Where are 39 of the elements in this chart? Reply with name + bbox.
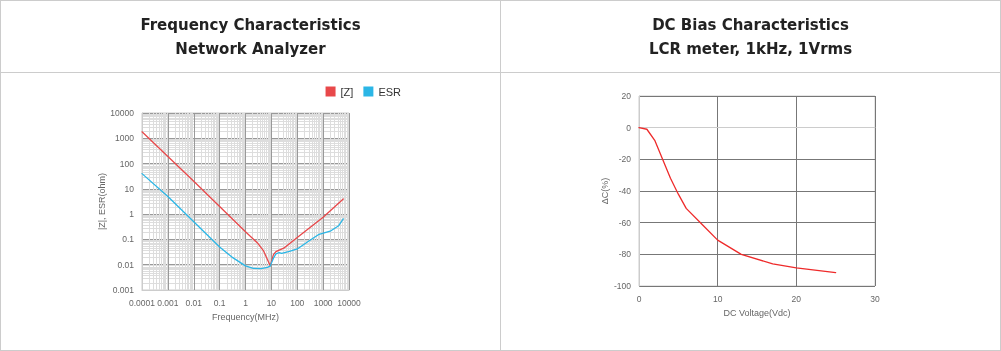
y-tick-label: -100 (613, 281, 632, 291)
y-tick-label: 10 (124, 183, 135, 194)
x-tick-label: 0 (636, 293, 642, 304)
x-tick-label: 1 (243, 297, 249, 308)
x-tick-label: 100 (290, 297, 305, 308)
line-series (638, 127, 837, 274)
x-axis-title: Frequency(MHz) (211, 311, 280, 322)
legend-label: [Z] (340, 85, 354, 98)
chart-title: Frequency Characteristics (140, 14, 361, 36)
x-tick-label: 10 (712, 293, 723, 304)
y-tick-label: 10000 (110, 108, 135, 118)
y-tick-label: -40 (618, 186, 632, 196)
x-tick-label: 0.001 (157, 297, 179, 308)
x-tick-label: 10 (266, 297, 277, 308)
y-tick-label: 0.001 (112, 285, 135, 295)
x-tick-label: 0.01 (185, 297, 203, 308)
y-tick-label: 1 (129, 209, 135, 220)
x-tick-label: 0.1 (213, 297, 226, 308)
x-tick-label: 10000 (337, 297, 362, 308)
chart-title: DC Bias Characteristics (652, 14, 849, 36)
x-axis-title: DC Voltage(Vdc) (723, 307, 791, 318)
y-tick-label: 1000 (115, 133, 135, 144)
y-tick-label: -80 (618, 249, 632, 260)
y-tick-label: 20 (621, 91, 632, 101)
y-tick-label: 0 (626, 122, 632, 133)
y-tick-label: 0.01 (117, 259, 135, 270)
y-tick-label: 0.1 (122, 234, 135, 245)
chart-subtitle: LCR meter, 1kHz, 1Vrms (648, 38, 853, 60)
x-tick-label: 30 (870, 293, 880, 304)
y-axis-title: |Z|, ESR(ohm) (96, 172, 107, 231)
legend-label: ESR (378, 85, 402, 98)
x-tick-label: 1000 (313, 297, 333, 308)
y-tick-label: -60 (618, 217, 632, 228)
x-tick-label: 0.0001 (129, 297, 156, 308)
y-tick-label: 100 (119, 158, 135, 169)
x-tick-label: 20 (791, 293, 802, 304)
y-tick-label: -20 (618, 154, 632, 165)
chart-subtitle: Network Analyzer (175, 38, 326, 60)
y-axis-title: ΔC(%) (599, 177, 610, 205)
